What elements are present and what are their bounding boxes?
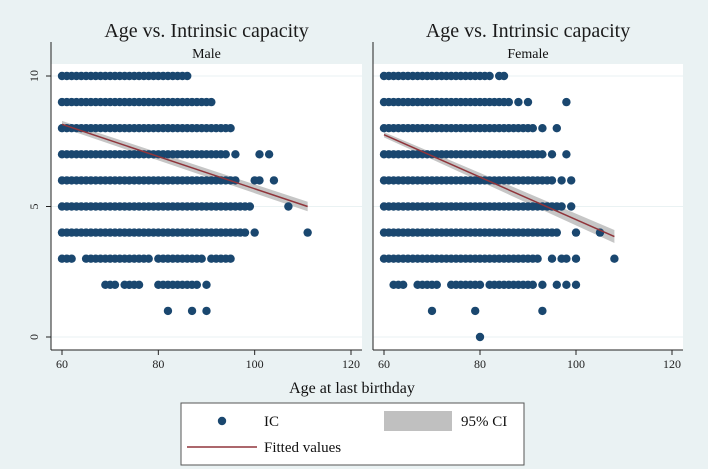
data-point	[552, 124, 561, 133]
data-point	[562, 254, 571, 263]
data-point	[207, 97, 216, 107]
x-tick-label-100: 100	[567, 357, 585, 371]
data-point	[284, 202, 293, 211]
x-tick-label-120: 120	[342, 357, 360, 371]
data-point	[552, 228, 561, 237]
x-tick-label-60: 60	[56, 357, 68, 371]
legend-ci-swatch	[384, 411, 452, 431]
strip-male	[51, 42, 362, 64]
data-point	[485, 71, 494, 81]
scatter-points-male	[57, 71, 312, 316]
data-point	[557, 202, 566, 211]
data-point	[471, 306, 480, 316]
legend-fit-label: Fitted values	[264, 440, 341, 456]
data-point	[571, 280, 581, 289]
data-point	[255, 176, 264, 185]
data-point	[432, 280, 441, 289]
data-point	[552, 280, 561, 289]
data-point	[571, 254, 581, 263]
data-point	[197, 254, 206, 263]
data-point	[269, 176, 279, 185]
x-tick-label-60: 60	[378, 357, 390, 371]
data-point	[183, 280, 192, 289]
data-point	[202, 306, 211, 316]
plot-area-male	[51, 42, 362, 350]
data-point	[187, 306, 197, 316]
data-point	[427, 306, 437, 316]
panel-female: Age vs. Intrinsic capacity Female 60 80 10…	[372, 20, 683, 371]
y-axis-male: 0 5 10	[27, 70, 51, 340]
x-tick-label-100: 100	[246, 357, 264, 371]
data-point	[562, 97, 571, 107]
data-point	[183, 71, 192, 81]
data-point	[163, 306, 173, 316]
data-point	[538, 306, 547, 316]
fit-line-male	[61, 123, 308, 208]
data-point	[240, 228, 250, 237]
data-point	[547, 176, 557, 185]
data-point	[255, 150, 264, 159]
legend-ci-label: 95% CI	[461, 414, 507, 430]
data-point	[226, 254, 235, 263]
data-point	[231, 150, 240, 159]
y-tick-label-0: 0	[27, 334, 41, 340]
data-point	[475, 332, 485, 342]
legend-box	[180, 402, 525, 466]
y-tick-label-5: 5	[27, 204, 41, 210]
legend-ic-marker	[217, 416, 227, 426]
data-point	[571, 228, 581, 237]
data-point	[303, 228, 312, 237]
x-tick-label-120: 120	[663, 357, 681, 371]
y-tick-label-10: 10	[27, 70, 41, 82]
panel-title-male: Age vs. Intrinsic capacity	[104, 20, 308, 42]
data-point	[134, 280, 144, 289]
data-point	[202, 280, 211, 289]
data-point	[475, 280, 485, 289]
x-tick-label-80: 80	[474, 357, 486, 371]
x-tick-label-80: 80	[152, 357, 164, 371]
data-point	[562, 280, 571, 289]
data-point	[528, 280, 537, 289]
data-point	[547, 254, 557, 263]
data-point	[557, 176, 566, 185]
legend-ic-label: IC	[264, 414, 279, 430]
data-point	[499, 71, 509, 81]
data-point	[67, 254, 76, 263]
data-point	[538, 124, 547, 133]
x-axis-title: Age at last birthday	[289, 380, 415, 397]
fit-line-female	[383, 134, 615, 238]
data-point	[264, 150, 274, 159]
data-point	[538, 150, 547, 159]
fitted-line	[383, 134, 615, 238]
data-point	[192, 280, 202, 289]
data-point	[528, 124, 537, 133]
data-point	[538, 280, 547, 289]
data-point	[514, 97, 523, 107]
fitted-line	[61, 123, 308, 208]
panel-male: Age vs. Intrinsic capacity Male 60 80 100 1…	[27, 20, 362, 371]
x-axis-female: 60 80 100 120	[372, 42, 683, 371]
x-axis-male: 60 80 100 120	[50, 42, 362, 371]
strip-label-female: Female	[507, 47, 548, 62]
strip-female	[373, 42, 683, 64]
data-point	[504, 97, 513, 107]
data-point	[567, 176, 576, 185]
data-point	[226, 124, 235, 133]
data-point	[245, 202, 255, 211]
data-point	[144, 254, 153, 263]
data-point	[250, 228, 259, 237]
data-point	[547, 150, 557, 159]
data-point	[533, 254, 542, 263]
panel-title-female: Age vs. Intrinsic capacity	[426, 20, 630, 42]
data-point	[110, 280, 120, 289]
data-point	[610, 254, 619, 263]
data-point	[523, 97, 533, 107]
data-point	[562, 150, 571, 159]
data-point	[399, 280, 408, 289]
data-point	[567, 202, 576, 211]
legend: IC 95% CI Fitted values	[180, 402, 525, 466]
strip-label-male: Male	[192, 47, 221, 62]
data-point	[221, 150, 230, 159]
